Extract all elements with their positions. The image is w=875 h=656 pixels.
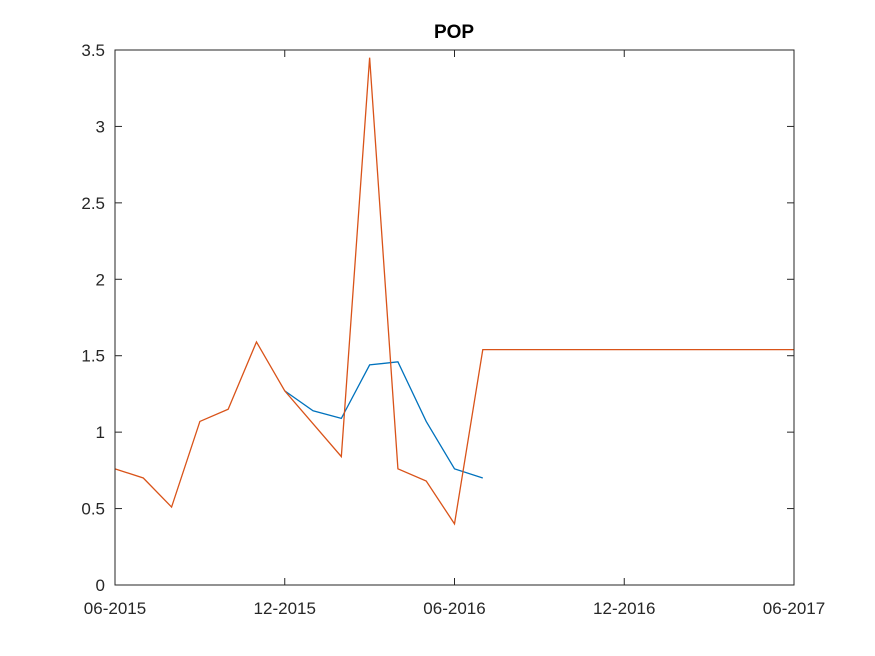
x-tick-label: 12-2016 <box>593 599 655 618</box>
y-tick-label: 1.5 <box>81 347 105 366</box>
y-tick-label: 2.5 <box>81 194 105 213</box>
series-line-2 <box>114 57 794 526</box>
y-tick-label: 3 <box>96 117 105 136</box>
y-tick-label: 2 <box>96 270 105 289</box>
x-tick-label: 06-2017 <box>763 599 825 618</box>
series-layer <box>114 57 794 526</box>
y-tick-label: 0 <box>96 576 105 595</box>
y-tick-label: 0.5 <box>81 500 105 519</box>
chart-title: POP <box>434 22 474 43</box>
y-tick-label: 3.5 <box>81 41 105 60</box>
x-tick-label: 06-2015 <box>84 599 146 618</box>
x-tick-label: 06-2016 <box>423 599 485 618</box>
y-tick-label: 1 <box>96 423 105 442</box>
axes-layer: 0 0.5 1 1.5 2 2.5 3 3.5 06-2015 12-2015 06-2016 12-… <box>81 41 825 618</box>
x-tick-label: 12-2015 <box>254 599 316 618</box>
series-line-1 <box>284 361 483 479</box>
